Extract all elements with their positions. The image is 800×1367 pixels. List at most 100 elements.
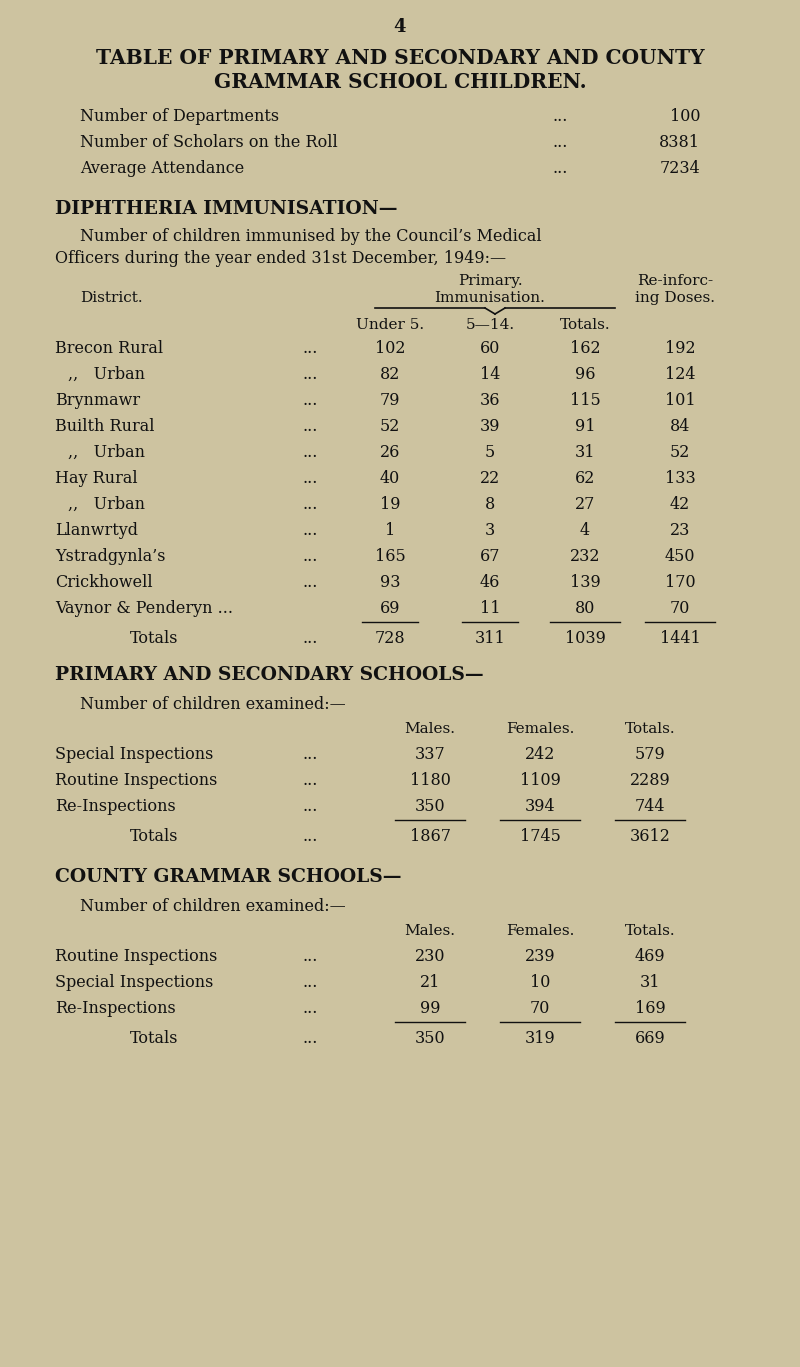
- Text: Totals.: Totals.: [625, 722, 675, 735]
- Text: 394: 394: [525, 798, 555, 815]
- Text: ,,   Urban: ,, Urban: [68, 444, 145, 461]
- Text: 4: 4: [394, 18, 406, 36]
- Text: 169: 169: [634, 1001, 666, 1017]
- Text: 579: 579: [634, 746, 666, 763]
- Text: 3612: 3612: [630, 828, 670, 845]
- Text: 11: 11: [480, 600, 500, 617]
- Text: 60: 60: [480, 340, 500, 357]
- Text: ,,   Urban: ,, Urban: [68, 366, 145, 383]
- Text: 1867: 1867: [410, 828, 450, 845]
- Text: ...: ...: [302, 630, 318, 647]
- Text: 5—14.: 5—14.: [466, 319, 514, 332]
- Text: ...: ...: [302, 392, 318, 409]
- Text: 19: 19: [380, 496, 400, 513]
- Text: Crickhowell: Crickhowell: [55, 574, 153, 591]
- Text: ...: ...: [302, 522, 318, 539]
- Text: 469: 469: [634, 947, 666, 965]
- Text: 67: 67: [480, 548, 500, 565]
- Text: ing Doses.: ing Doses.: [635, 291, 715, 305]
- Text: Under 5.: Under 5.: [356, 319, 424, 332]
- Text: ...: ...: [302, 772, 318, 789]
- Text: ,,   Urban: ,, Urban: [68, 496, 145, 513]
- Text: 31: 31: [574, 444, 595, 461]
- Text: GRAMMAR SCHOOL CHILDREN.: GRAMMAR SCHOOL CHILDREN.: [214, 72, 586, 92]
- Text: ...: ...: [302, 574, 318, 591]
- Text: 139: 139: [570, 574, 600, 591]
- Text: 22: 22: [480, 470, 500, 487]
- Text: 101: 101: [665, 392, 695, 409]
- Text: 31: 31: [640, 975, 660, 991]
- Text: 2289: 2289: [630, 772, 670, 789]
- Text: ...: ...: [302, 975, 318, 991]
- Text: 350: 350: [414, 1029, 446, 1047]
- Text: 162: 162: [570, 340, 600, 357]
- Text: 26: 26: [380, 444, 400, 461]
- Text: ...: ...: [552, 160, 568, 176]
- Text: ...: ...: [302, 828, 318, 845]
- Text: 4: 4: [580, 522, 590, 539]
- Text: ...: ...: [302, 947, 318, 965]
- Text: 102: 102: [374, 340, 406, 357]
- Text: 728: 728: [374, 630, 406, 647]
- Text: Totals.: Totals.: [625, 924, 675, 938]
- Text: 337: 337: [414, 746, 446, 763]
- Text: 39: 39: [480, 418, 500, 435]
- Text: 62: 62: [575, 470, 595, 487]
- Text: 311: 311: [474, 630, 506, 647]
- Text: 165: 165: [374, 548, 406, 565]
- Text: Number of children examined:—: Number of children examined:—: [80, 696, 346, 714]
- Text: ...: ...: [302, 418, 318, 435]
- Text: 70: 70: [530, 1001, 550, 1017]
- Text: 744: 744: [634, 798, 666, 815]
- Text: Officers during the year ended 31st December, 1949:—: Officers during the year ended 31st Dece…: [55, 250, 506, 267]
- Text: ...: ...: [302, 470, 318, 487]
- Text: Females.: Females.: [506, 722, 574, 735]
- Text: Routine Inspections: Routine Inspections: [55, 947, 218, 965]
- Text: 1180: 1180: [410, 772, 450, 789]
- Text: Totals: Totals: [130, 1029, 178, 1047]
- Text: Re-Inspections: Re-Inspections: [55, 1001, 176, 1017]
- Text: 239: 239: [525, 947, 555, 965]
- Text: ...: ...: [302, 1029, 318, 1047]
- Text: 40: 40: [380, 470, 400, 487]
- Text: Ystradgynla’s: Ystradgynla’s: [55, 548, 166, 565]
- Text: Vaynor & Penderyn ...: Vaynor & Penderyn ...: [55, 600, 233, 617]
- Text: Number of children immunised by the Council’s Medical: Number of children immunised by the Coun…: [80, 228, 542, 245]
- Text: ...: ...: [302, 746, 318, 763]
- Text: 192: 192: [665, 340, 695, 357]
- Text: 8381: 8381: [659, 134, 700, 150]
- Text: District.: District.: [80, 291, 142, 305]
- Text: 1441: 1441: [660, 630, 700, 647]
- Text: 1039: 1039: [565, 630, 606, 647]
- Text: 100: 100: [670, 108, 700, 124]
- Text: 36: 36: [480, 392, 500, 409]
- Text: 124: 124: [665, 366, 695, 383]
- Text: TABLE OF PRIMARY AND SECONDARY AND COUNTY: TABLE OF PRIMARY AND SECONDARY AND COUNT…: [96, 48, 704, 68]
- Text: ...: ...: [302, 496, 318, 513]
- Text: ...: ...: [302, 340, 318, 357]
- Text: 52: 52: [670, 444, 690, 461]
- Text: 27: 27: [575, 496, 595, 513]
- Text: Builth Rural: Builth Rural: [55, 418, 154, 435]
- Text: Re-Inspections: Re-Inspections: [55, 798, 176, 815]
- Text: 21: 21: [420, 975, 440, 991]
- Text: 82: 82: [380, 366, 400, 383]
- Text: 170: 170: [665, 574, 695, 591]
- Text: ...: ...: [302, 1001, 318, 1017]
- Text: 93: 93: [380, 574, 400, 591]
- Text: 1: 1: [385, 522, 395, 539]
- Text: 8: 8: [485, 496, 495, 513]
- Text: Males.: Males.: [405, 924, 455, 938]
- Text: 91: 91: [574, 418, 595, 435]
- Text: ...: ...: [552, 134, 568, 150]
- Text: PRIMARY AND SECONDARY SCHOOLS—: PRIMARY AND SECONDARY SCHOOLS—: [55, 666, 484, 684]
- Text: 230: 230: [414, 947, 446, 965]
- Text: ...: ...: [302, 548, 318, 565]
- Text: Special Inspections: Special Inspections: [55, 975, 214, 991]
- Text: Immunisation.: Immunisation.: [434, 291, 546, 305]
- Text: DIPHTHERIA IMMUNISATION—: DIPHTHERIA IMMUNISATION—: [55, 200, 398, 217]
- Text: 52: 52: [380, 418, 400, 435]
- Text: 96: 96: [574, 366, 595, 383]
- Text: Re-inforc-: Re-inforc-: [637, 273, 713, 288]
- Text: ...: ...: [302, 798, 318, 815]
